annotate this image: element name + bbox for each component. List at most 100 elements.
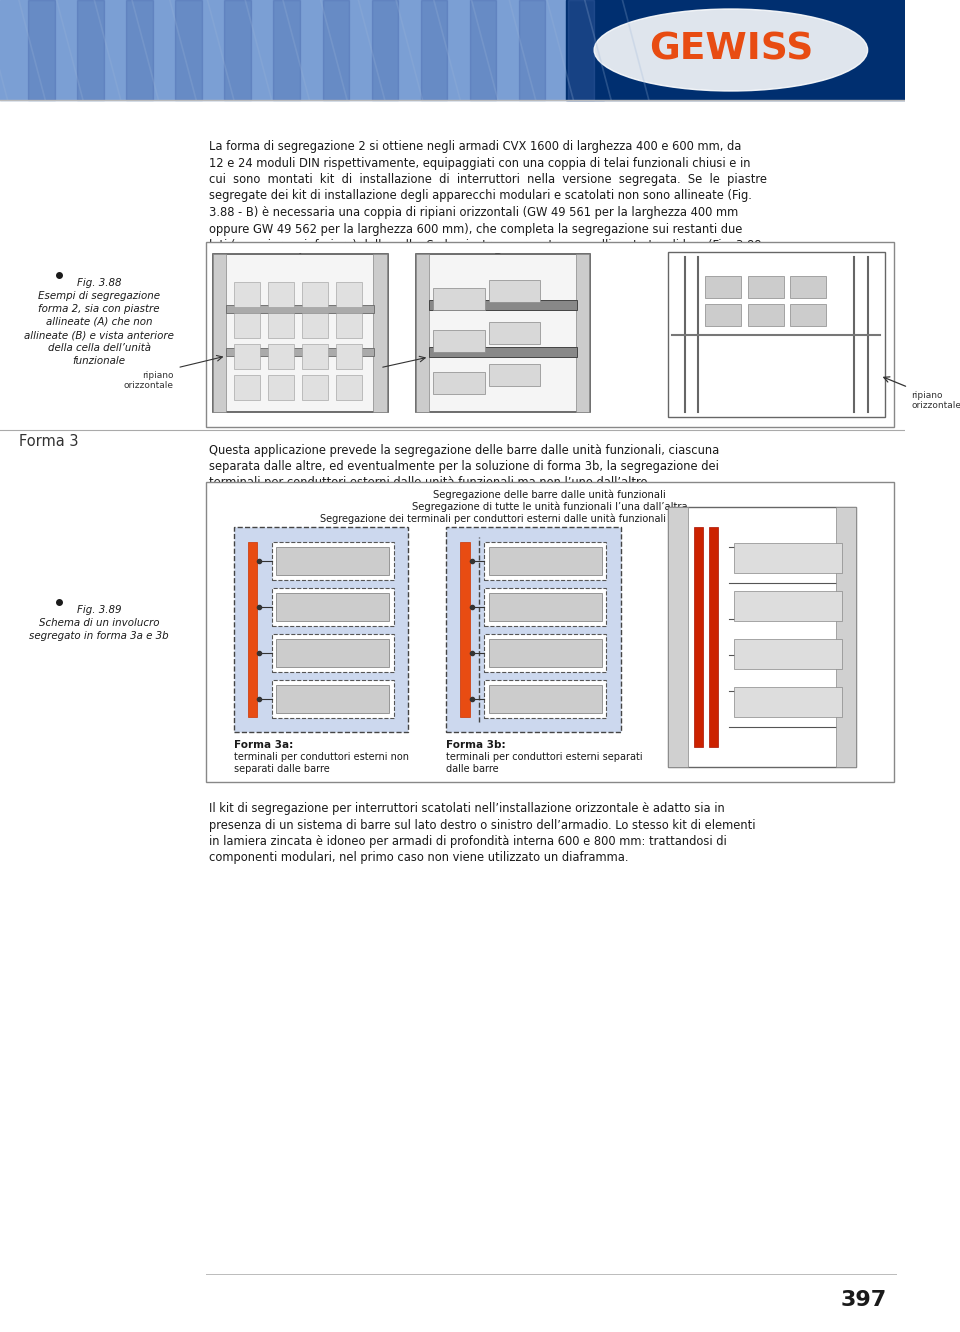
Text: forma 2, sia con piastre: forma 2, sia con piastre — [38, 304, 159, 314]
Text: 12 e 24 moduli DIN rispettivamente, equipaggiati con una coppia di telai funzion: 12 e 24 moduli DIN rispettivamente, equi… — [209, 156, 751, 169]
Bar — [225, 0, 251, 100]
Bar — [213, 254, 388, 412]
Text: Il kit di segregazione per interruttori scatolati nell’installazione orizzontale: Il kit di segregazione per interruttori … — [209, 802, 725, 815]
Bar — [484, 634, 607, 673]
Text: La forma di segregazione 2 si ottiene negli armadi CVX 1600 di larghezza 400 e 6: La forma di segregazione 2 si ottiene ne… — [209, 140, 742, 153]
Bar — [668, 507, 856, 767]
Text: ripiano
orizzontale: ripiano orizzontale — [911, 390, 960, 410]
Bar — [276, 639, 390, 667]
Bar — [420, 0, 447, 100]
Bar — [790, 276, 827, 298]
Text: Fig. 3.89: Fig. 3.89 — [77, 605, 121, 615]
Text: Forma 3a:: Forma 3a: — [234, 741, 293, 750]
Text: presenza di un sistema di barre sul lato destro o sinistro dell’armadio. Lo stes: presenza di un sistema di barre sul lato… — [209, 818, 756, 831]
Text: Schema di un involucro: Schema di un involucro — [38, 618, 159, 627]
Bar — [433, 330, 485, 352]
Text: ripiano
orizzontale: ripiano orizzontale — [124, 370, 174, 390]
Bar — [227, 348, 374, 356]
Bar — [489, 322, 540, 344]
Bar — [416, 254, 429, 412]
Text: 397: 397 — [840, 1289, 886, 1309]
Text: funzionale: funzionale — [73, 356, 126, 366]
Bar — [0, 0, 604, 100]
Text: 3.88 - B) è necessaria una coppia di ripiani orizzontali (GW 49 561 per la largh: 3.88 - B) è necessaria una coppia di rip… — [209, 206, 738, 218]
Bar — [336, 282, 362, 306]
Text: allineate (A) che non: allineate (A) che non — [46, 317, 153, 326]
Bar — [460, 542, 469, 717]
Text: Forma 3b:: Forma 3b: — [446, 741, 506, 750]
Bar — [268, 282, 294, 306]
Text: Forma 3: Forma 3 — [19, 434, 79, 449]
Bar — [489, 364, 540, 386]
Bar — [234, 376, 260, 400]
Bar — [234, 527, 408, 733]
Text: oppure GW 49 562 per la larghezza 600 mm), che completa la segregazione sui rest: oppure GW 49 562 per la larghezza 600 mm… — [209, 222, 743, 236]
Bar — [276, 593, 390, 621]
Bar — [489, 685, 602, 713]
Bar — [706, 276, 741, 298]
Bar — [274, 0, 300, 100]
Bar — [227, 305, 374, 313]
Bar — [272, 587, 395, 626]
Bar — [234, 344, 260, 369]
Bar — [268, 344, 294, 369]
Bar — [733, 591, 842, 621]
Bar — [248, 542, 257, 717]
Bar — [668, 507, 688, 767]
Bar — [336, 344, 362, 369]
Bar — [372, 0, 398, 100]
Bar — [276, 547, 390, 575]
Bar — [790, 304, 827, 326]
Bar — [234, 313, 260, 338]
Bar — [668, 252, 884, 417]
Text: segregate dei kit di installazione degli apparecchi modulari e scatolati non son: segregate dei kit di installazione degli… — [209, 189, 753, 202]
Bar — [433, 288, 485, 310]
Bar — [484, 542, 607, 579]
Text: B: B — [493, 252, 502, 265]
Bar — [567, 0, 594, 100]
Text: Questa applicazione prevede la segregazione delle barre dalle unità funzionali, : Questa applicazione prevede la segregazi… — [209, 444, 720, 457]
Bar — [213, 254, 227, 412]
Bar — [484, 681, 607, 718]
Text: ripiano
orizzontale: ripiano orizzontale — [326, 370, 376, 390]
Bar — [748, 276, 783, 298]
Text: Segregazione di tutte le unità funzionali l’una dall’altra: Segregazione di tutte le unità funzional… — [412, 501, 687, 511]
Text: lati (superiore e inferiore) della cella. Se le piastre segregate sono allineate: lati (superiore e inferiore) della cella… — [209, 238, 762, 252]
Bar — [433, 372, 485, 394]
Text: allineate (B) e vista anteriore: allineate (B) e vista anteriore — [24, 330, 174, 340]
Bar — [205, 482, 894, 782]
Bar — [301, 313, 328, 338]
Bar — [694, 527, 703, 747]
Bar — [489, 547, 602, 575]
Bar — [127, 0, 153, 100]
Bar — [336, 376, 362, 400]
Bar — [706, 304, 741, 326]
Bar — [484, 587, 607, 626]
Bar — [489, 639, 602, 667]
Text: Esempi di segregazione: Esempi di segregazione — [38, 290, 160, 301]
Text: GEWISS: GEWISS — [649, 32, 813, 68]
Bar — [272, 542, 395, 579]
Bar — [276, 685, 390, 713]
Bar — [733, 687, 842, 717]
Bar — [518, 0, 545, 100]
Bar — [416, 254, 590, 412]
Text: separata dalle altre, ed eventualmente per la soluzione di forma 3b, la segregaz: separata dalle altre, ed eventualmente p… — [209, 460, 719, 473]
Bar — [733, 639, 842, 669]
Bar — [446, 527, 620, 733]
Bar — [268, 313, 294, 338]
Text: segregato in forma 3a e 3b: segregato in forma 3a e 3b — [29, 631, 169, 641]
Text: componenti modulari, nel primo caso non viene utilizzato un diaframma.: componenti modulari, nel primo caso non … — [209, 851, 629, 864]
Bar — [489, 593, 602, 621]
Bar — [78, 0, 104, 100]
Bar — [301, 344, 328, 369]
Bar — [323, 0, 348, 100]
Bar — [709, 527, 718, 747]
Bar — [301, 376, 328, 400]
Text: della cella dell’unità: della cella dell’unità — [48, 344, 151, 353]
Bar — [272, 634, 395, 673]
Text: A: A — [296, 252, 304, 265]
Text: Segregazione dei terminali per conduttori esterni dalle unità funzionali ma non : Segregazione dei terminali per conduttor… — [320, 513, 780, 523]
Bar — [733, 543, 842, 573]
Bar — [469, 0, 496, 100]
